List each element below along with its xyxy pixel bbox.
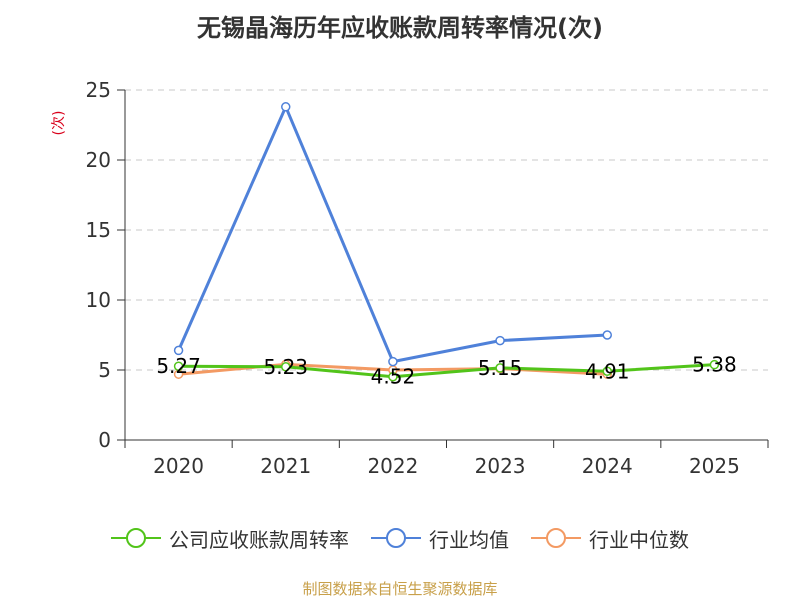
data-label: 5.27 bbox=[156, 354, 201, 378]
data-point bbox=[281, 362, 291, 372]
data-point bbox=[709, 359, 720, 370]
x-tick-label: 2021 bbox=[260, 454, 311, 478]
data-label: 4.52 bbox=[371, 365, 416, 389]
x-tick-label: 2020 bbox=[153, 454, 204, 478]
legend-label: 公司应收账款周转率 bbox=[169, 527, 349, 552]
x-tick-label: 2025 bbox=[689, 454, 740, 478]
legend-item[interactable]: 公司应收账款周转率 bbox=[111, 524, 349, 553]
data-point bbox=[495, 335, 505, 346]
data-label: 5.23 bbox=[263, 355, 308, 379]
legend-item[interactable]: 行业中位数 bbox=[531, 524, 689, 553]
data-point bbox=[388, 371, 398, 382]
y-tick-label: 0 bbox=[98, 428, 111, 452]
chart-title: 无锡晶海历年应收账款周转率情况(次) bbox=[197, 14, 603, 42]
y-tick-label: 15 bbox=[86, 218, 111, 242]
y-tick-label: 10 bbox=[86, 288, 111, 312]
legend-swatch-marker bbox=[386, 528, 406, 548]
legend-swatch-icon bbox=[111, 528, 161, 548]
series-line bbox=[177, 105, 608, 364]
legend-swatch-icon bbox=[371, 528, 421, 548]
series-line bbox=[178, 363, 715, 379]
x-tick-label: 2024 bbox=[582, 454, 633, 478]
legend: 公司应收账款周转率 行业均值 行业中位数 bbox=[0, 518, 800, 558]
x-tick-label: 2023 bbox=[475, 454, 526, 478]
legend-swatch-marker bbox=[126, 528, 146, 548]
source-note: 制图数据来自恒生聚源数据库 bbox=[302, 580, 498, 598]
series-lines bbox=[173, 102, 720, 382]
data-point bbox=[602, 330, 612, 340]
data-labels: 5.27 5.23 4.52 5.15 4.91 5.38 bbox=[156, 353, 736, 389]
data-label: 5.15 bbox=[478, 356, 523, 380]
grid-lines bbox=[125, 89, 768, 371]
data-point bbox=[173, 361, 184, 371]
data-label: 5.38 bbox=[692, 353, 737, 377]
data-point bbox=[495, 363, 505, 373]
legend-label: 行业中位数 bbox=[589, 527, 689, 552]
data-point bbox=[602, 366, 612, 377]
y-axis-label: (次) bbox=[51, 111, 67, 136]
legend-swatch-icon bbox=[531, 528, 581, 548]
legend-swatch-marker bbox=[546, 528, 566, 548]
x-tick-label: 2022 bbox=[367, 454, 418, 478]
data-point bbox=[388, 356, 398, 367]
legend-item[interactable]: 行业均值 bbox=[371, 524, 509, 553]
y-tick-label: 25 bbox=[86, 78, 111, 102]
y-tick-label: 5 bbox=[98, 358, 111, 382]
data-point bbox=[173, 345, 184, 356]
legend-label: 行业均值 bbox=[429, 527, 509, 552]
data-point bbox=[281, 102, 291, 112]
y-tick-label: 20 bbox=[86, 148, 111, 172]
data-label: 4.91 bbox=[585, 359, 630, 383]
